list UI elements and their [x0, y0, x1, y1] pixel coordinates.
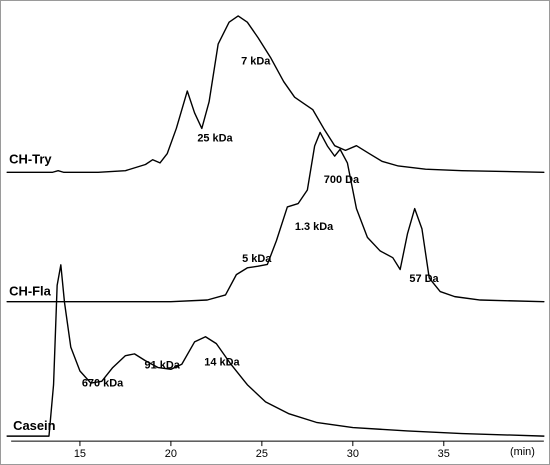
x-tick-label-20: 20 — [165, 448, 177, 460]
series-label-casein: Casein — [13, 418, 56, 433]
x-axis: 15 20 25 30 35 — [11, 440, 544, 460]
x-tick-label-35: 35 — [438, 448, 450, 460]
annotation-91kda: 91 kDa — [145, 359, 181, 371]
trace-ch-fla — [6, 131, 545, 303]
series-label-ch-fla: CH-Fla — [9, 284, 51, 299]
series-label-ch-try: CH-Try — [9, 151, 52, 166]
x-axis-unit-label: (min) — [510, 446, 535, 458]
x-tick-label-15: 15 — [74, 448, 86, 460]
annotation-25kda: 25 kDa — [197, 132, 233, 144]
annotation-14kda: 14 kDa — [204, 356, 240, 368]
annotation-7kda: 7 kDa — [241, 56, 271, 68]
x-tick-label-30: 30 — [347, 448, 359, 460]
annotation-1-3kda: 1.3 kDa — [295, 221, 334, 233]
annotation-700da: 700 Da — [324, 174, 360, 186]
x-tick-label-25: 25 — [256, 448, 268, 460]
trace-group — [6, 15, 545, 437]
annotation-5kda: 5 kDa — [242, 253, 272, 265]
annotation-670kda: 670 kDa — [82, 377, 124, 389]
trace-casein — [6, 264, 545, 437]
annotation-57da: 57 Da — [409, 273, 439, 285]
trace-ch-try — [6, 15, 545, 173]
